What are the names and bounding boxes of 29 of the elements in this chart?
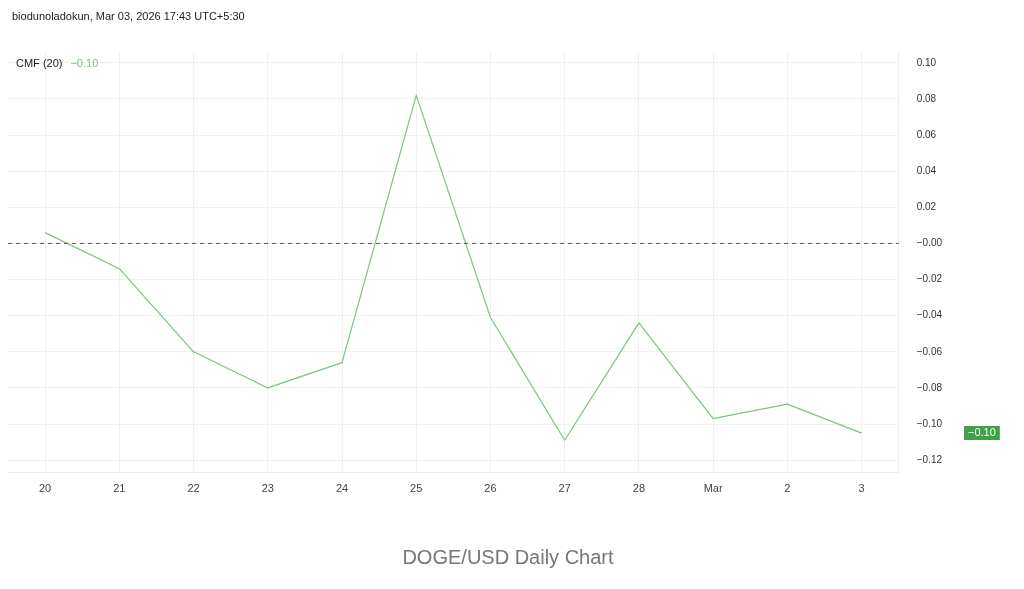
y-tick-label: −0.12: [916, 453, 943, 465]
x-tick-label: 24: [335, 482, 349, 495]
x-tick-label: 26: [484, 482, 497, 495]
y-tick-label: 0.02: [916, 201, 937, 213]
text: −0.10: [968, 426, 996, 439]
x-tick-label: 21: [113, 482, 126, 495]
y-tick-label: −0.02: [916, 273, 943, 285]
text: CMF (20): [16, 57, 63, 70]
x-tick-label: Mar: [703, 482, 723, 495]
x-tick-label: 22: [187, 482, 200, 495]
y-tick-label: 0.08: [916, 92, 937, 104]
x-tick-label: 28: [632, 482, 646, 495]
x-tick-label: 20: [38, 482, 52, 495]
x-tick-label: 27: [558, 482, 571, 495]
x-tick-label: 3: [858, 482, 865, 495]
y-tick-label: −0.10: [916, 417, 943, 429]
x-tick-label: 25: [410, 482, 423, 495]
y-tick-label: −0.04: [916, 309, 943, 321]
y-tick-label: 0.10: [916, 56, 937, 68]
y-tick-label: −0.06: [916, 345, 943, 357]
y-tick-label: −0.00: [916, 237, 943, 249]
x-tick-label: 2: [784, 482, 791, 495]
annotation: −0.10: [70, 57, 99, 70]
y-tick-label: 0.04: [916, 164, 937, 176]
x-tick-label: 23: [261, 482, 274, 495]
chart-subtitle: biodunoladokun, Mar 03, 2026 17:43 UTC+5:30: [11, 9, 246, 24]
y-tick-label: 0.06: [916, 128, 937, 140]
text: DOGE/USD Daily Chart: [401, 546, 615, 569]
y-tick-label: −0.08: [916, 381, 943, 393]
